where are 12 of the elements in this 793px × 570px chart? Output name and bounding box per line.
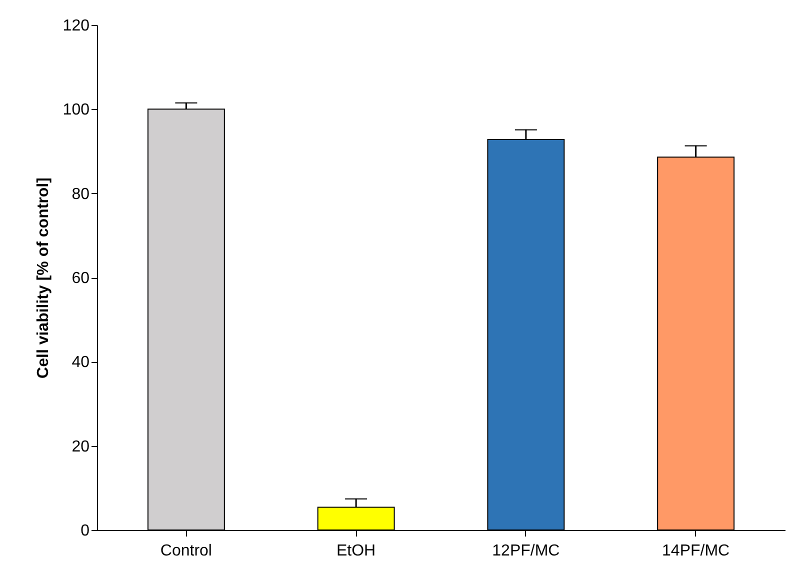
x-tick-label: 12PF/MC [492,542,560,560]
y-axis-title: Cell viability [% of control] [34,178,52,378]
y-tick-label: 80 [72,186,90,203]
y-tick-label: 100 [62,102,90,119]
y-tick-label: 40 [72,354,90,372]
y-tick-label: 0 [80,522,90,540]
x-tick-label: Control [160,542,212,560]
y-tick-label: 60 [72,270,90,287]
x-tick-label: EtOH [336,542,376,560]
y-tick-label: 20 [72,438,90,456]
y-tick-label: 120 [62,18,90,34]
x-tick-label: 14PF/MC [662,542,730,560]
